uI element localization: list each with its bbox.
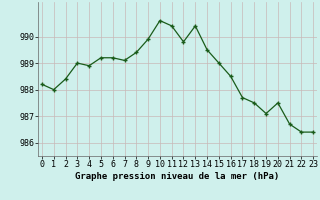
X-axis label: Graphe pression niveau de la mer (hPa): Graphe pression niveau de la mer (hPa)	[76, 172, 280, 181]
